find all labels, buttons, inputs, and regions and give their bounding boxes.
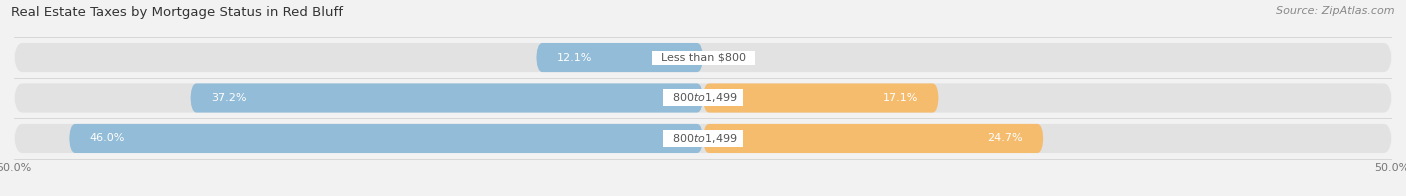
FancyBboxPatch shape	[703, 124, 1043, 153]
Text: Real Estate Taxes by Mortgage Status in Red Bluff: Real Estate Taxes by Mortgage Status in …	[11, 6, 343, 19]
Text: Source: ZipAtlas.com: Source: ZipAtlas.com	[1277, 6, 1395, 16]
FancyBboxPatch shape	[14, 83, 1392, 113]
Text: Less than $800: Less than $800	[654, 53, 752, 63]
Text: 12.1%: 12.1%	[557, 53, 592, 63]
Text: 0.0%: 0.0%	[714, 53, 742, 63]
FancyBboxPatch shape	[190, 83, 703, 113]
Text: 24.7%: 24.7%	[987, 133, 1022, 143]
Text: $800 to $1,499: $800 to $1,499	[665, 92, 741, 104]
FancyBboxPatch shape	[69, 124, 703, 153]
FancyBboxPatch shape	[536, 43, 703, 72]
Text: 37.2%: 37.2%	[211, 93, 246, 103]
Text: 46.0%: 46.0%	[90, 133, 125, 143]
Text: 17.1%: 17.1%	[883, 93, 918, 103]
FancyBboxPatch shape	[14, 43, 1392, 72]
FancyBboxPatch shape	[703, 83, 939, 113]
Text: $800 to $1,499: $800 to $1,499	[665, 132, 741, 145]
FancyBboxPatch shape	[14, 124, 1392, 153]
